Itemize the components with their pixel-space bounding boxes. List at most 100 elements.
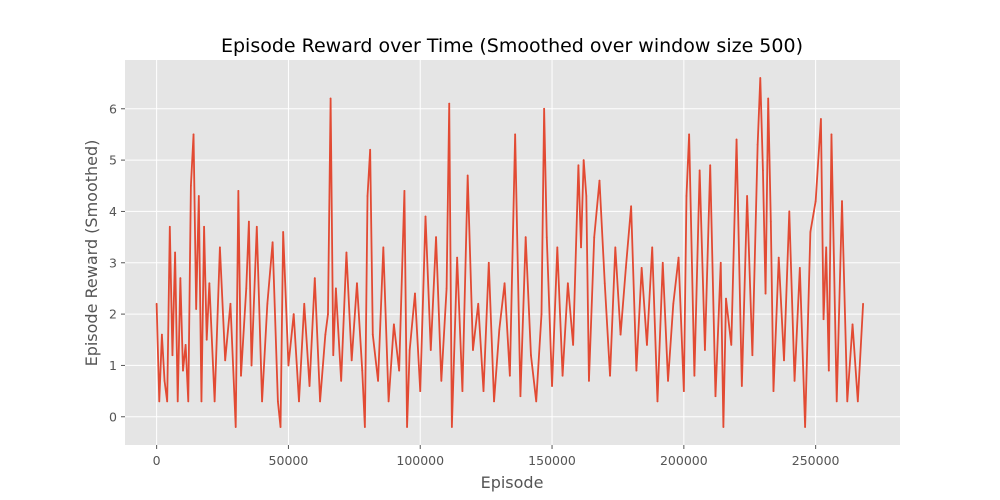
- data-point: [640, 267, 643, 269]
- data-point: [856, 400, 859, 403]
- data-point: [414, 292, 416, 295]
- data-point: [456, 256, 459, 259]
- data-point: [735, 138, 738, 141]
- data-point: [630, 205, 633, 208]
- y-tick-label: 2: [109, 307, 117, 322]
- data-point: [493, 400, 495, 403]
- data-point: [582, 159, 585, 162]
- data-point: [514, 133, 517, 136]
- data-point: [450, 426, 453, 428]
- data-point: [406, 426, 408, 428]
- data-point: [722, 426, 725, 428]
- data-point: [846, 400, 849, 403]
- data-point: [187, 400, 190, 403]
- data-point: [862, 302, 864, 305]
- data-point: [524, 236, 527, 239]
- data-point: [461, 390, 464, 392]
- data-point: [174, 251, 176, 254]
- data-point: [271, 241, 274, 244]
- chart-title: Episode Reward over Time (Smoothed over …: [221, 35, 803, 57]
- data-point: [503, 282, 506, 285]
- data-point: [203, 225, 205, 228]
- data-point: [208, 282, 211, 285]
- data-point: [588, 379, 590, 382]
- data-point: [498, 328, 501, 331]
- data-point: [593, 236, 596, 239]
- data-point: [158, 400, 161, 403]
- data-point: [361, 369, 364, 372]
- x-axis: 0 50000 100000 150000 200000 250000: [153, 445, 840, 468]
- data-point: [772, 390, 775, 392]
- y-tick-label: 6: [109, 101, 117, 116]
- data-point: [429, 349, 432, 351]
- data-point: [276, 400, 279, 403]
- data-point: [519, 395, 522, 398]
- data-point: [603, 282, 606, 285]
- data-point: [566, 282, 569, 285]
- data-point: [445, 287, 448, 290]
- data-point: [835, 400, 838, 403]
- x-tick-label: 150000: [528, 453, 576, 468]
- data-point: [334, 287, 337, 290]
- data-point: [667, 379, 669, 382]
- x-axis-title: Episode: [481, 473, 544, 492]
- data-point: [793, 379, 796, 382]
- data-point: [751, 354, 754, 357]
- data-point: [725, 297, 727, 300]
- data-point: [171, 354, 174, 357]
- data-point: [303, 302, 306, 305]
- data-point: [229, 302, 232, 305]
- data-point: [556, 246, 559, 249]
- data-point: [329, 97, 332, 100]
- data-point: [440, 379, 443, 382]
- data-point: [769, 220, 772, 223]
- data-point: [646, 344, 648, 346]
- data-point: [324, 333, 327, 336]
- y-axis-title: Episode Reward (Smoothed): [82, 140, 101, 367]
- data-point: [580, 246, 582, 249]
- data-point: [219, 246, 221, 249]
- data-point: [825, 246, 828, 249]
- data-point: [350, 359, 353, 362]
- data-point: [240, 374, 242, 377]
- data-point: [764, 292, 767, 295]
- data-point: [197, 195, 200, 197]
- data-point: [661, 261, 664, 264]
- data-point: [448, 102, 451, 105]
- data-point: [540, 313, 543, 315]
- data-point: [250, 364, 253, 367]
- data-point: [205, 338, 208, 341]
- data-point: [798, 267, 801, 269]
- data-point: [419, 390, 422, 392]
- data-point: [561, 374, 564, 377]
- data-point: [709, 164, 712, 167]
- y-tick-label: 3: [109, 255, 117, 270]
- data-point: [255, 225, 258, 228]
- data-point: [487, 261, 490, 264]
- data-point: [371, 333, 374, 336]
- data-point: [184, 344, 187, 346]
- series-group: [155, 77, 864, 428]
- x-tick-label: 50000: [269, 453, 309, 468]
- data-point: [508, 374, 511, 377]
- data-point: [366, 195, 369, 197]
- data-point: [762, 169, 764, 172]
- y-axis: 0 1 2 3 4 5 6: [109, 101, 125, 424]
- series-line: [155, 77, 864, 428]
- data-point: [195, 308, 198, 310]
- data-point: [677, 256, 680, 259]
- data-point: [163, 379, 166, 382]
- data-point: [182, 369, 184, 372]
- data-point: [767, 97, 770, 100]
- data-point: [545, 236, 548, 239]
- data-point: [245, 287, 248, 290]
- data-point: [190, 184, 192, 187]
- data-point: [543, 107, 546, 110]
- data-point: [572, 344, 575, 346]
- data-point: [535, 400, 538, 403]
- data-point: [635, 369, 638, 372]
- data-point: [756, 143, 759, 146]
- data-point: [161, 333, 163, 336]
- data-point: [730, 344, 733, 346]
- data-point: [279, 426, 282, 428]
